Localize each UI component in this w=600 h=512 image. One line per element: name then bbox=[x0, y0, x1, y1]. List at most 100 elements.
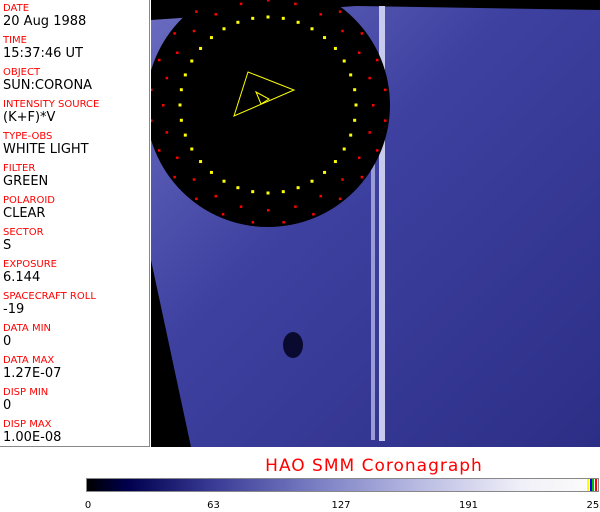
field-label: INTENSITY SOURCE bbox=[3, 99, 100, 110]
limb-dot bbox=[281, 190, 285, 194]
colorbar-tick-label: 255 bbox=[586, 500, 600, 511]
grid-dot bbox=[195, 197, 198, 201]
grid-dot bbox=[372, 104, 375, 107]
limb-dot bbox=[190, 59, 194, 63]
limb-dot bbox=[251, 16, 255, 20]
limb-dot bbox=[323, 170, 327, 174]
limb-dot bbox=[333, 46, 337, 50]
colorbar-end-swatch bbox=[592, 479, 594, 491]
field-value: 15:37:46 UT bbox=[3, 46, 83, 61]
field-label: TYPE-OBS bbox=[3, 131, 53, 142]
color-bar bbox=[86, 478, 599, 492]
grid-dot bbox=[239, 2, 243, 6]
grid-dot bbox=[368, 76, 371, 80]
grid-dot bbox=[162, 104, 165, 107]
grid-dot bbox=[368, 131, 371, 134]
field-disp-min: DISP MIN 0 bbox=[3, 387, 48, 413]
grid-dot bbox=[157, 149, 161, 152]
limb-dot bbox=[209, 170, 213, 174]
colorbar-tick-label: 63 bbox=[207, 500, 220, 511]
grid-dot bbox=[157, 58, 161, 62]
field-value: (K+F)*V bbox=[3, 110, 56, 125]
field-label: DATA MAX bbox=[3, 355, 55, 366]
limb-dot bbox=[296, 20, 300, 24]
limb-dot bbox=[199, 160, 203, 164]
grid-dot bbox=[176, 51, 179, 54]
field-label: DISP MIN bbox=[3, 387, 49, 398]
field-value: 20 Aug 1988 bbox=[3, 14, 87, 29]
grid-dot bbox=[376, 149, 379, 152]
instrument-title: HAO SMM Coronagraph bbox=[265, 456, 483, 476]
limb-dot bbox=[251, 190, 255, 194]
limb-dot bbox=[349, 73, 353, 77]
limb-dot bbox=[354, 103, 358, 107]
colorbar-tick-label: 127 bbox=[331, 500, 351, 511]
field-data-max: DATA MAX 1.27E-07 bbox=[3, 355, 61, 381]
grid-dot bbox=[239, 205, 243, 208]
grid-dot bbox=[294, 2, 297, 6]
limb-dot bbox=[209, 36, 213, 40]
grid-dot bbox=[173, 32, 176, 35]
grid-dot bbox=[312, 213, 315, 216]
field-value: SUN:CORONA bbox=[3, 78, 93, 93]
limb-dot bbox=[333, 160, 337, 164]
limb-dot bbox=[222, 179, 226, 183]
grid-dot bbox=[383, 88, 387, 92]
field-filter: FILTER GREEN bbox=[3, 163, 48, 189]
colorbar-tick-label: 0 bbox=[84, 500, 92, 511]
grid-dot bbox=[341, 29, 344, 33]
grid-dot bbox=[294, 205, 297, 208]
grid-dot bbox=[251, 220, 255, 224]
field-value: WHITE LIGHT bbox=[3, 142, 89, 157]
limb-dot bbox=[342, 147, 346, 151]
grid-dot bbox=[214, 13, 217, 16]
field-value: 6.144 bbox=[3, 270, 41, 285]
limb-dot bbox=[281, 16, 285, 20]
field-spacecraft-roll: SPACECRAFT ROLL -19 bbox=[3, 291, 96, 317]
field-label: POLAROID bbox=[3, 195, 56, 206]
grid-dot bbox=[151, 88, 153, 92]
grid-dot bbox=[195, 10, 198, 13]
field-value: GREEN bbox=[3, 174, 49, 189]
grid-dot bbox=[176, 156, 179, 159]
grid-dot bbox=[151, 119, 153, 122]
field-value: S bbox=[3, 238, 12, 253]
field-time: TIME 15:37:46 UT bbox=[3, 35, 83, 61]
limb-dot bbox=[323, 36, 327, 40]
field-label: EXPOSURE bbox=[3, 259, 58, 270]
limb-dot bbox=[179, 88, 183, 92]
field-label: DATA MIN bbox=[3, 323, 51, 334]
field-value: 1.00E-08 bbox=[3, 430, 62, 445]
field-label: FILTER bbox=[3, 163, 36, 174]
grid-dot bbox=[319, 13, 322, 16]
coronagraph-image bbox=[151, 0, 600, 447]
colorbar-end-swatch bbox=[589, 479, 592, 491]
limb-dot bbox=[183, 133, 187, 137]
pylon-stripe bbox=[379, 6, 385, 441]
grid-dot bbox=[221, 213, 225, 216]
limb-dot bbox=[236, 20, 240, 24]
grid-dot bbox=[267, 0, 270, 2]
colorbar-end-swatch bbox=[594, 479, 597, 491]
field-label: DISP MAX bbox=[3, 419, 52, 430]
limb-dot bbox=[353, 118, 357, 122]
grid-dot bbox=[165, 76, 169, 80]
field-value: 0 bbox=[3, 334, 12, 349]
header-info-panel: DATE 20 Aug 1988 TIME 15:37:46 UT OBJECT SUN:… bbox=[0, 0, 150, 447]
inner-triangle bbox=[254, 90, 270, 105]
field-value: CLEAR bbox=[3, 206, 46, 221]
limb-dot bbox=[342, 59, 346, 63]
grid-dot bbox=[357, 156, 361, 159]
occulter-disk bbox=[151, 0, 390, 227]
field-object: OBJECT SUN:CORONA bbox=[3, 67, 92, 93]
limb-dot bbox=[179, 118, 183, 122]
field-exposure: EXPOSURE 6.144 bbox=[3, 259, 57, 285]
field-value: -19 bbox=[3, 302, 25, 317]
limb-dot bbox=[190, 147, 194, 151]
field-data-min: DATA MIN 0 bbox=[3, 323, 51, 349]
grid-dot bbox=[338, 197, 342, 201]
limb-dot bbox=[296, 186, 300, 190]
grid-dot bbox=[192, 178, 196, 181]
pylon-edge bbox=[371, 120, 375, 440]
limb-dot bbox=[266, 15, 270, 19]
